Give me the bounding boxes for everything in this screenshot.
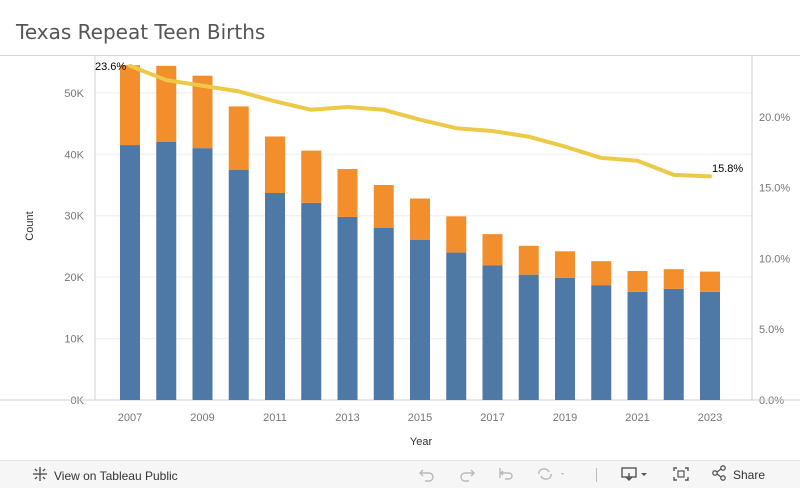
bar-segment-top [120,65,140,146]
bar-segment-bottom [555,277,575,400]
bar-segment-bottom [156,142,177,400]
y2-tick-label: 5.0% [759,324,784,336]
x-tick-label: 2007 [118,412,142,424]
bar-segment-bottom [192,148,213,400]
tableau-logo-icon [32,466,48,485]
bar-segment-bottom [120,145,140,400]
bar-segment-top [301,150,322,203]
y-tick-label: 50K [64,88,84,100]
bar-segment-bottom [301,202,322,400]
redo-icon[interactable] [458,465,476,483]
bar-segment-top [192,75,213,149]
bar-segment-bottom [228,169,249,400]
y-tick-label: 40K [64,149,84,161]
bar-segment-top [265,136,285,193]
x-tick-label: 2023 [698,412,722,424]
chart-title: Texas Repeat Teen Births [16,20,266,44]
y2-tick-label: 10.0% [759,253,790,265]
y-axis-title: Count [24,211,36,240]
bar-segment-bottom [663,288,684,400]
bar-segment-top [228,106,249,170]
bar-segment-top [446,216,467,253]
bar-segment-bottom [482,265,503,400]
share-label: Share [733,467,766,482]
fullscreen-icon[interactable] [672,465,690,483]
y2-tick-label: 0.0% [759,395,784,407]
x-tick-label: 2015 [408,412,432,424]
x-tick-label: 2013 [335,412,359,424]
line-label-last: 15.8% [712,163,743,175]
y-tick-label: 20K [64,272,84,284]
bar-segment-bottom [265,192,285,400]
bar-segment-top [663,269,684,289]
chart-area: 0K 10K 20K 30K 40K 50K 0.0% 5.0% 10.0% 15.0% 20.0%… [0,56,800,448]
line-label-first: 23.6% [95,61,126,73]
bar-segment-top [627,271,648,292]
view-on-tableau-label: View on Tableau Public [54,468,178,483]
bar-segment-top [410,198,430,240]
bar-segment-top [518,245,539,275]
bar-segment-bottom [627,291,648,400]
y2-tick-label: 15.0% [759,183,790,195]
bar-segment-bottom [700,291,720,400]
x-tick-label: 2009 [190,412,214,424]
download-icon[interactable] [621,465,651,483]
y-tick-label: 10K [64,334,84,346]
share-button[interactable]: Share [711,465,765,484]
bar-segment-top [337,169,358,217]
undo-icon[interactable] [418,465,436,483]
x-tick-label: 2021 [625,412,649,424]
x-tick-label: 2019 [553,412,577,424]
x-axis-title: Year [410,436,433,448]
bar-segment-bottom [591,285,612,400]
bar-segment-bottom [373,228,394,400]
title-divider [0,55,800,56]
toolbar-separator [596,468,597,482]
bar-segment-top [482,234,503,266]
bar-segment-bottom [446,252,467,400]
percent-line [128,63,712,179]
y2-tick-label: 20.0% [759,112,790,124]
x-tick-label: 2017 [480,412,504,424]
y-tick-label: 0K [71,395,85,407]
share-icon [711,465,727,484]
view-on-tableau-link[interactable]: View on Tableau Public [32,466,178,485]
revert-icon[interactable] [497,465,515,483]
bar-segment-top [373,185,394,228]
y-tick-label: 30K [64,211,84,223]
bar-segment-top [591,261,612,286]
bar-segment-top [156,65,177,142]
x-tick-label: 2011 [263,412,287,424]
bar-segment-top [700,271,720,292]
tableau-toolbar: View on Tableau Public Share [0,460,800,488]
bar-segment-bottom [410,239,430,400]
bar-segment-bottom [337,216,358,400]
refresh-icon[interactable] [536,465,566,483]
bar-segment-top [555,251,575,278]
bar-segment-bottom [518,274,539,400]
